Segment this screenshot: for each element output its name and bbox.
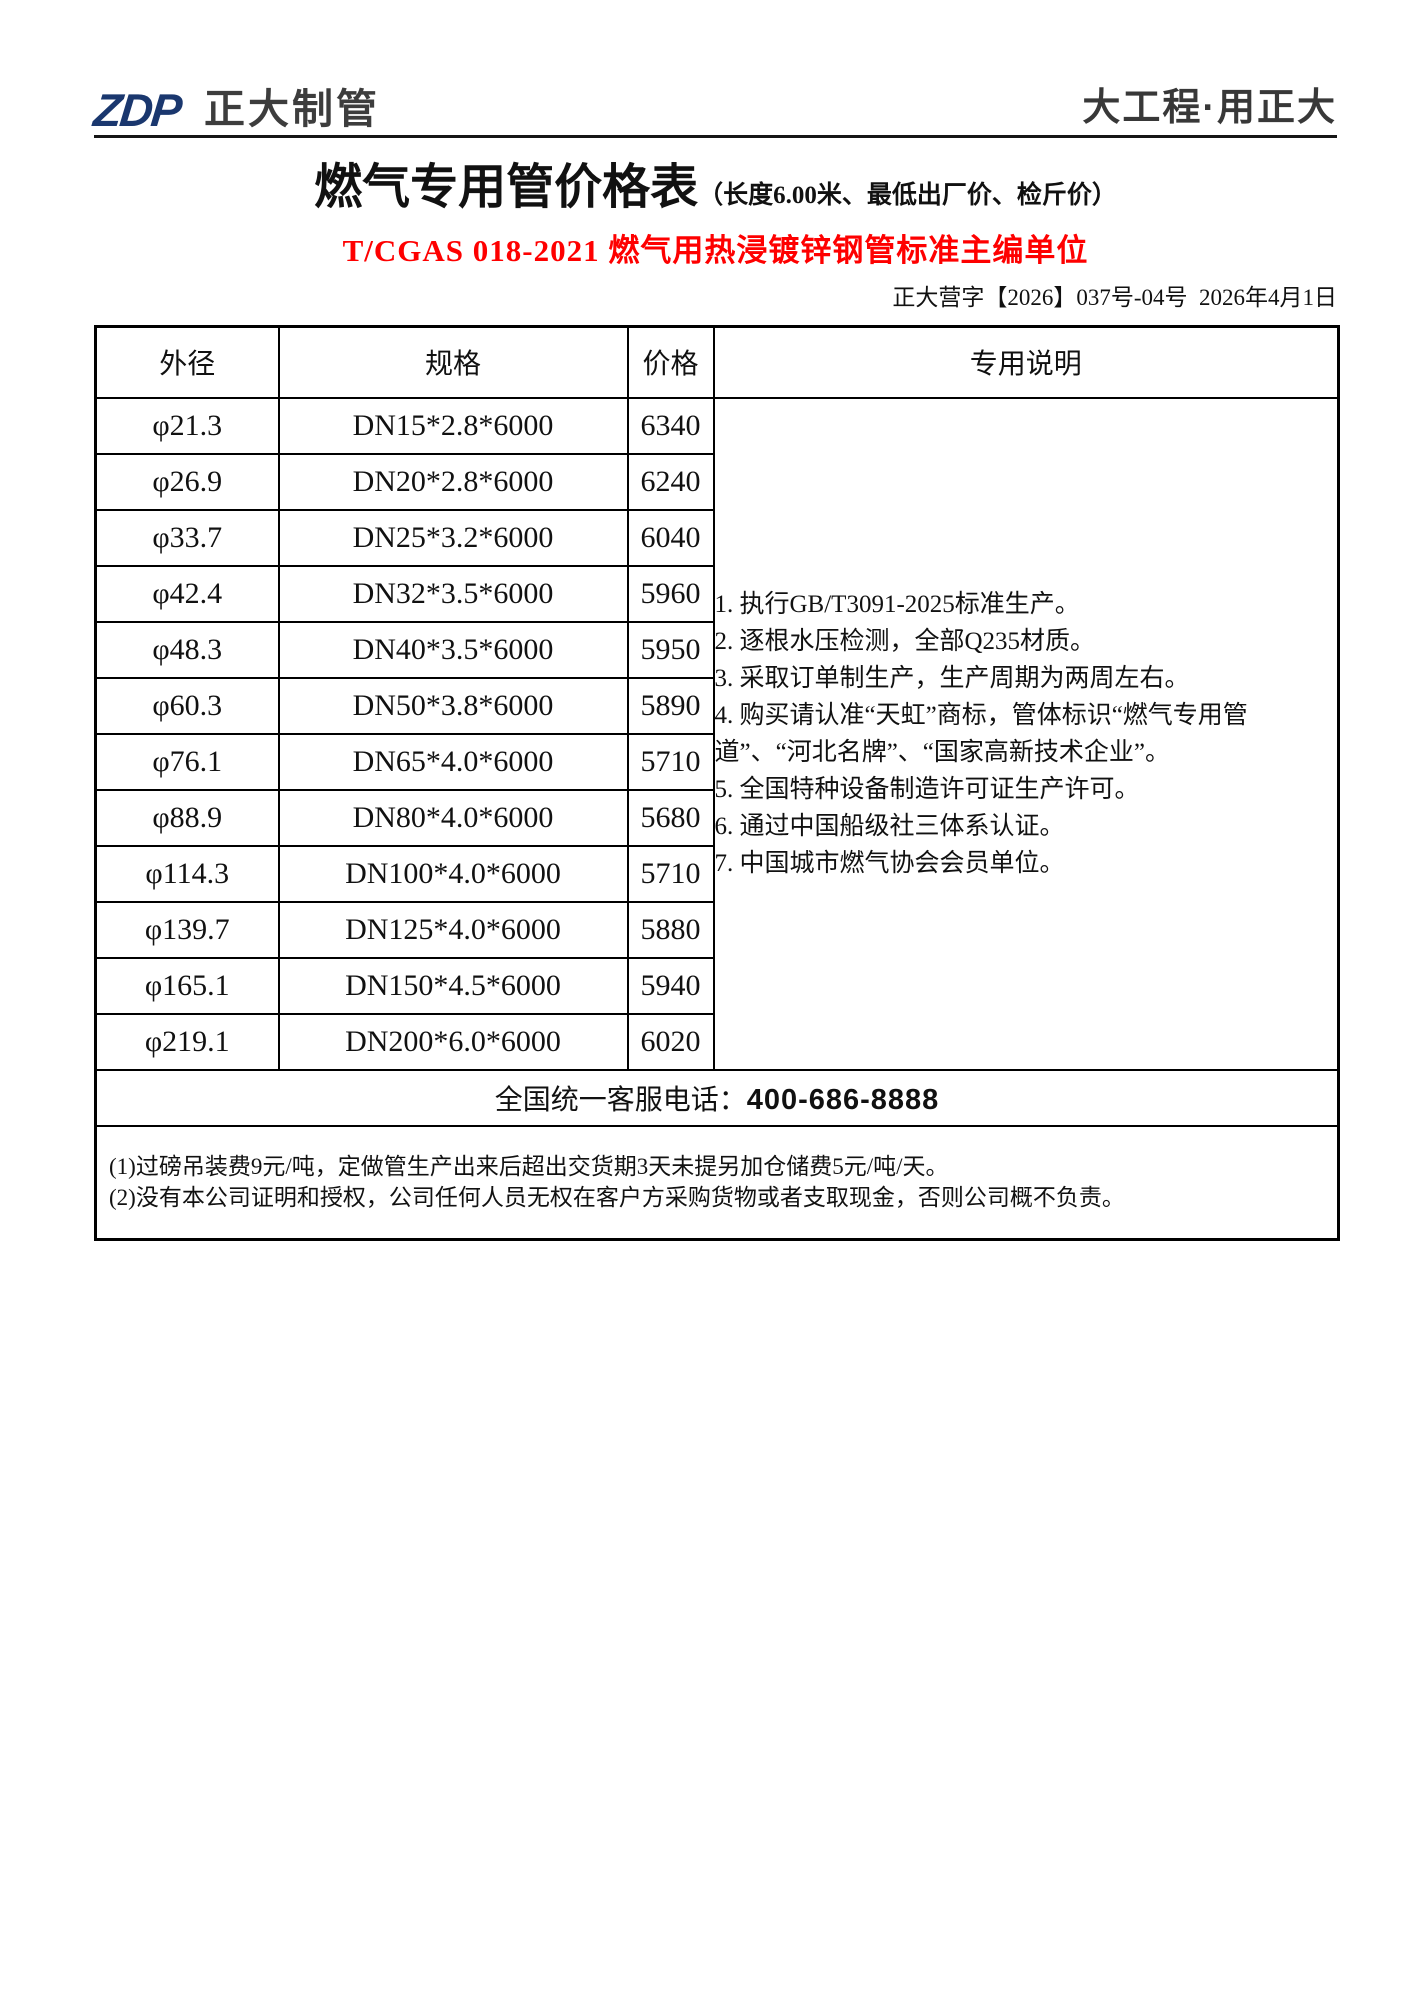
spec-cell: DN15*2.8*6000 [277,396,629,455]
note-line: 1. 执行GB/T3091-2025标准生产。 [714,590,1080,618]
od-cell: φ48.3 [94,620,280,679]
company-name: 正大制管 [204,86,380,132]
footnote-line: (2)没有本公司证明和授权，公司任何人员无权在客户方采购货物或者支取现金，否则公… [109,1185,1125,1211]
table-header-row: 外径 规格 价格 专用说明 [94,325,1340,399]
zdp-logo: ZDP [91,84,183,136]
spec-cell: DN150*4.5*6000 [277,956,629,1015]
spec-cell: DN125*4.0*6000 [277,900,629,959]
page-title: 燃气专用管价格表（长度6.00米、最低出厂价、检斤价） [94,160,1337,227]
note-line: 4. 购买请认准“天虹”商标，管体标识“燃气专用管道”、“河北名牌”、“国家高新… [714,701,1248,766]
table-row: φ114.3 DN100*4.0*6000 5710 [94,844,1339,903]
page-title-paren: （长度6.00米、最低出厂价、检斤价） [698,182,1117,209]
od-cell: φ88.9 [94,788,280,847]
spec-cell: DN80*4.0*6000 [277,788,629,847]
table-row: φ26.9 DN20*2.8*6000 6240 [94,452,1339,511]
spec-cell: DN25*3.2*6000 [277,508,629,567]
note-line: 5. 全国特种设备制造许可证生产许可。 [714,775,1140,803]
footnote-row: (1)过磅吊装费9元/吨，定做管生产出来后超出交货期3天未提另加仓储费5元/吨/… [94,1124,1340,1241]
table-row: φ60.3 DN50*3.8*6000 5890 [94,676,1339,735]
od-cell: φ219.1 [94,1012,280,1071]
table-row: φ88.9 DN80*4.0*6000 5680 [94,788,1339,847]
brand-slogan: 大工程·用正大 [1082,87,1337,129]
od-cell: φ165.1 [94,956,280,1015]
hotline-number: 400-686-8888 [746,1083,940,1116]
spec-cell: DN40*3.5*6000 [277,620,629,679]
price-cell: 5680 [626,788,715,847]
footnote-cell: (1)过磅吊装费9元/吨，定做管生产出来后超出交货期3天未提另加仓储费5元/吨/… [94,1124,1340,1241]
table-row: φ219.1 DN200*6.0*6000 6020 [94,1012,1339,1071]
price-cell: 5940 [626,956,715,1015]
spec-cell: DN200*6.0*6000 [277,1012,629,1071]
od-cell: φ60.3 [94,676,280,735]
letterhead: ZDP 正大制管 大工程·用正大 [91,0,1337,138]
od-cell: φ139.7 [94,900,280,959]
table-row: φ42.4 DN32*3.5*6000 5960 [94,564,1339,623]
od-cell: φ76.1 [94,732,280,791]
od-cell: φ21.3 [94,396,280,455]
od-cell: φ26.9 [94,452,280,511]
price-cell: 5890 [626,676,715,735]
note-line: 6. 通过中国船级社三体系认证。 [714,812,1065,840]
spec-cell: DN65*4.0*6000 [277,732,629,791]
price-cell: 5710 [626,732,715,791]
brand-block: ZDP 正大制管 [91,84,380,136]
spec-cell: DN32*3.5*6000 [277,564,629,623]
footnote-line: (1)过磅吊装费9元/吨，定做管生产出来后超出交货期3天未提另加仓储费5元/吨/… [109,1154,949,1180]
col-header-spec: 规格 [277,325,629,399]
table-row: φ139.7 DN125*4.0*6000 5880 [94,900,1339,959]
note-line: 3. 采取订单制生产，生产周期为两周左右。 [714,664,1190,692]
table-row: φ21.3 DN15*2.8*6000 6340 1. 执行GB/T3091-2… [94,396,1340,1071]
price-cell: 5880 [626,900,715,959]
table-row: φ76.1 DN65*4.0*6000 5710 [94,732,1339,791]
table-row: φ165.1 DN150*4.5*6000 5940 [94,956,1339,1015]
col-header-notes: 专用说明 [712,325,1340,399]
hotline-label: 全国统一客服电话： [494,1084,747,1116]
table-row: φ48.3 DN40*3.5*6000 5950 [94,620,1339,679]
spec-cell: DN100*4.0*6000 [277,844,629,903]
col-header-price: 价格 [626,325,715,399]
od-cell: φ42.4 [94,564,280,623]
page-title-main: 燃气专用管价格表 [314,161,699,214]
note-line: 7. 中国城市燃气协会会员单位。 [714,849,1065,877]
spec-cell: DN50*3.8*6000 [277,676,629,735]
price-cell: 6040 [626,508,715,567]
od-cell: φ114.3 [94,844,280,903]
price-table: 外径 规格 价格 专用说明 φ21.3 DN15*2.8*6000 6340 1… [94,325,1340,1241]
hotline-row: 全国统一客服电话：400-686-8888 [94,1068,1340,1127]
spec-cell: DN20*2.8*6000 [277,452,629,511]
price-cell: 5960 [626,564,715,623]
price-cell: 5950 [626,620,715,679]
price-cell: 6240 [626,452,715,511]
table-row: φ33.7 DN25*3.2*6000 6040 [94,508,1339,567]
note-line: 2. 逐根水压检测，全部Q235材质。 [714,627,1096,655]
doc-number-line: 正大营字【2026】037号-04号 2026年4月1日 [892,285,1337,310]
col-header-outer-diameter: 外径 [94,325,280,399]
price-cell: 6340 [626,396,715,455]
price-cell: 5710 [626,844,715,903]
hotline-cell: 全国统一客服电话：400-686-8888 [94,1068,1340,1127]
od-cell: φ33.7 [94,508,280,567]
notes-cell: 1. 执行GB/T3091-2025标准生产。 2. 逐根水压检测，全部Q235… [712,396,1340,1071]
standard-line: T/CGAS 018-2021 燃气用热浸镀锌钢管标准主编单位 [342,233,1089,268]
price-cell: 6020 [626,1012,715,1071]
